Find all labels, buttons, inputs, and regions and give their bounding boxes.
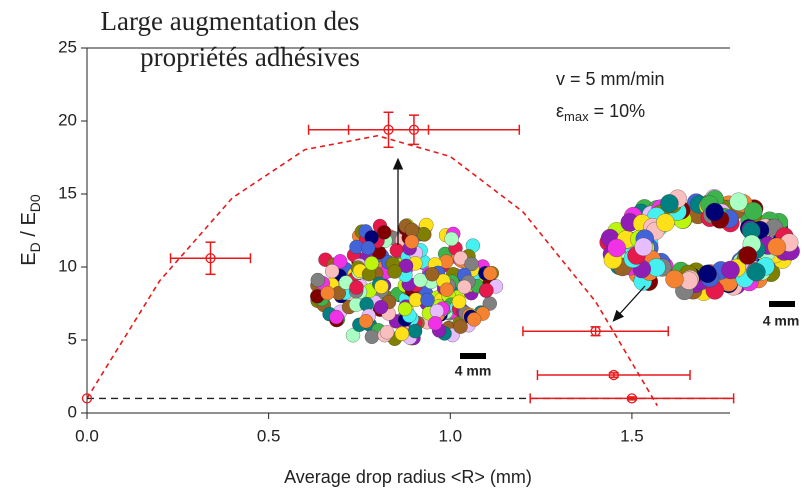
inset-bead: [457, 279, 472, 295]
inset-bead: [464, 256, 479, 272]
inset-bead: [634, 237, 653, 257]
scale-label: 4 mm: [763, 313, 800, 329]
inset-bead: [361, 240, 376, 256]
inset-bead: [397, 301, 413, 317]
inset-bead: [721, 260, 740, 280]
inset-bead: [747, 262, 766, 282]
point: [205, 253, 216, 264]
scale-bar: [769, 301, 795, 307]
inset-bead: [420, 292, 435, 308]
y-label-sub: D: [27, 242, 43, 252]
inset-bead: [729, 192, 748, 211]
y-axis-label: ED / ED0: [18, 194, 42, 266]
inset-bead: [439, 282, 454, 297]
inset-bead: [333, 254, 348, 269]
inset-bead: [705, 202, 724, 222]
title-line: propriétés adhésives: [140, 42, 360, 72]
point: [408, 124, 420, 135]
inset-bead: [453, 319, 468, 334]
inset-bead: [429, 303, 445, 319]
x-tick-label: 0.0: [75, 426, 99, 445]
inset-bead: [744, 202, 763, 221]
x-tick-label: 1.0: [438, 426, 462, 445]
point: [81, 393, 93, 404]
y-tick-label: 10: [58, 256, 77, 275]
point: [626, 393, 638, 404]
x-tick-label: 1.5: [620, 426, 644, 445]
inset-bead: [349, 280, 364, 295]
y-tick-label: 20: [58, 110, 77, 129]
y-label-part: E: [18, 252, 40, 265]
inset-bead: [358, 314, 374, 329]
y-label-sub: D0: [27, 194, 43, 212]
y-tick-label: 0: [68, 402, 77, 421]
inset-bead: [387, 264, 402, 279]
inset-bead: [310, 272, 325, 288]
inset-bead: [320, 285, 335, 301]
inset-bead: [345, 328, 361, 343]
arrow: [612, 285, 646, 322]
point: [590, 326, 601, 337]
inset-bead: [373, 300, 389, 315]
inset-bead: [404, 234, 419, 249]
annotation: v = 5 mm/min: [556, 69, 665, 89]
inset-bead: [607, 238, 626, 258]
inset-bead: [444, 231, 459, 247]
scale-label: 4 mm: [455, 363, 492, 379]
y-tick-label: 25: [58, 37, 77, 56]
inset-bead: [407, 323, 423, 339]
inset-bead: [374, 279, 389, 294]
x-axis-label: Average drop radius <R> (mm): [284, 467, 532, 487]
inset-bead: [656, 213, 675, 232]
symbol: ε: [556, 101, 564, 121]
y-tick-label: 5: [68, 329, 77, 348]
inset-bead: [467, 312, 482, 327]
x-tick-label: 0.5: [257, 426, 281, 445]
inset-bead: [398, 258, 414, 273]
inset-bead: [660, 194, 679, 213]
insets: [310, 189, 800, 346]
inset-bead: [698, 264, 717, 283]
inset-bead: [738, 246, 757, 265]
subscript: max: [564, 109, 589, 124]
inset-bead: [364, 329, 380, 344]
inset-bead: [413, 273, 428, 288]
inset-bead: [665, 269, 684, 289]
y-tick-label: 15: [58, 183, 77, 202]
title-box: [95, 0, 430, 80]
inset-bead: [377, 225, 392, 240]
inset-bead: [451, 294, 467, 309]
inset-bead: [364, 256, 379, 271]
inset-bead: [324, 264, 340, 279]
inset-bead: [428, 316, 443, 331]
inset-bead: [483, 266, 498, 281]
inset-bead: [479, 283, 494, 298]
annotation-rest: = 10%: [589, 101, 646, 121]
title-line: Large augmentation des: [101, 6, 360, 36]
fit-line: [86, 134, 659, 407]
inset-bead: [425, 267, 440, 282]
scale-bar: [460, 353, 486, 359]
annotation: εmax = 10%: [556, 101, 645, 125]
point: [608, 369, 619, 381]
y-label-part: / E: [18, 212, 40, 242]
inset-bead: [379, 325, 395, 340]
inset-bead: [767, 237, 786, 256]
inset-bead: [394, 326, 410, 341]
inset-bead: [329, 309, 344, 325]
